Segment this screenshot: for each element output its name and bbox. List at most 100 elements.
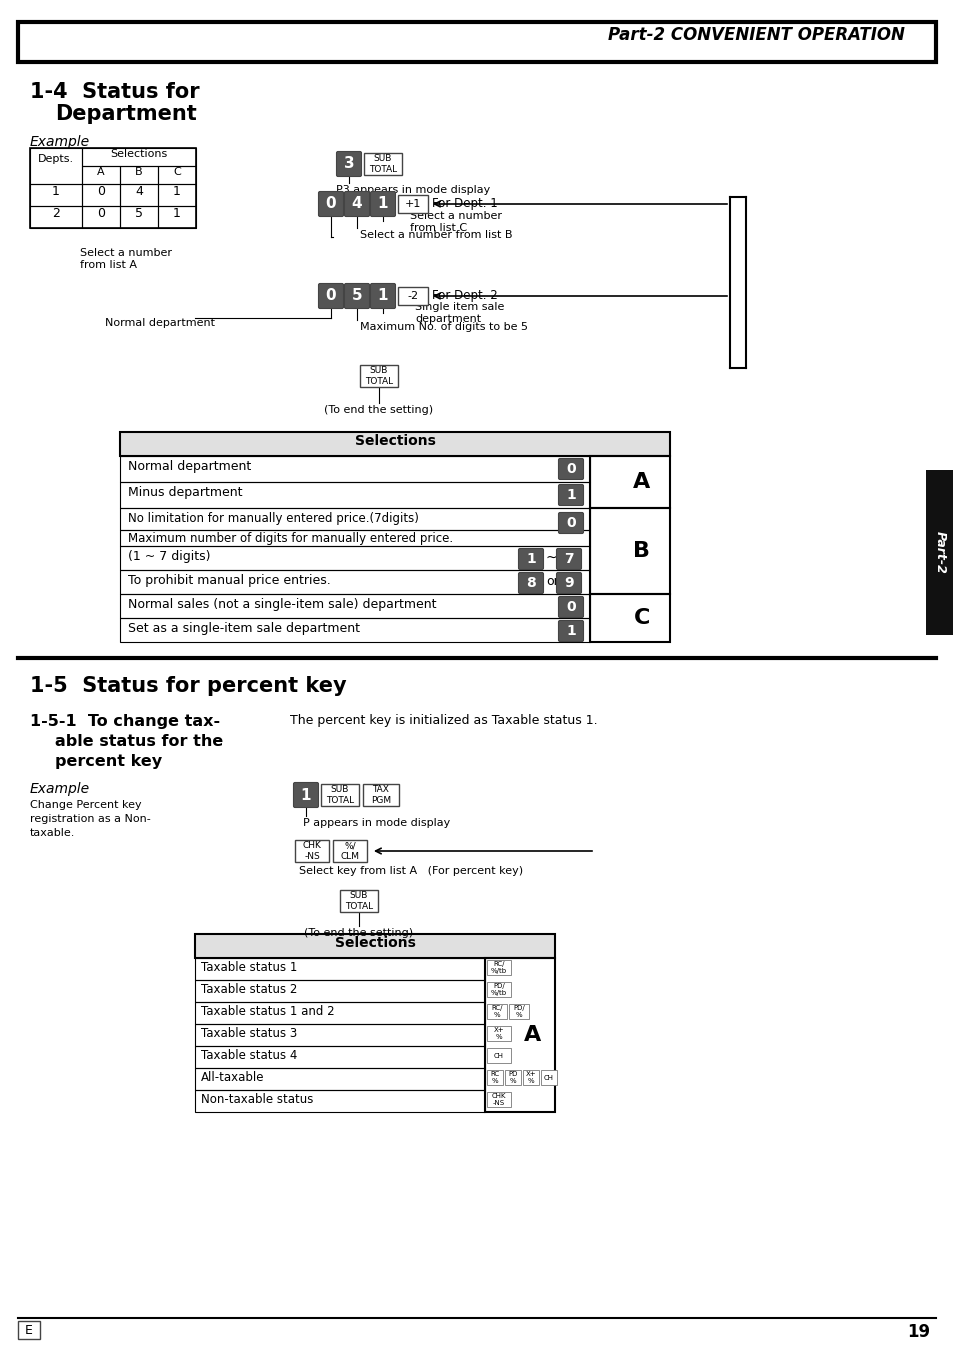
Text: PD/
%/tb: PD/ %/tb	[491, 983, 507, 996]
Bar	[925, 470, 953, 634]
Text: 5: 5	[352, 289, 362, 304]
Text: Maximum No. of digits to be 5: Maximum No. of digits to be 5	[359, 323, 527, 332]
Text: 1: 1	[525, 552, 536, 566]
Bar	[589, 594, 669, 643]
Text: 0: 0	[565, 516, 576, 531]
Bar	[486, 1071, 502, 1085]
Text: A: A	[524, 1025, 541, 1045]
Text: Taxable status 1: Taxable status 1	[201, 961, 297, 973]
Text: %/
CLM: %/ CLM	[340, 841, 359, 861]
Text: 1: 1	[172, 185, 181, 198]
Bar	[120, 594, 589, 618]
Text: CHK
-NS: CHK -NS	[302, 841, 321, 861]
Bar	[509, 1004, 529, 1019]
Text: 1: 1	[377, 197, 388, 212]
Text: able status for the: able status for the	[55, 734, 223, 749]
Bar	[158, 184, 195, 207]
Bar	[158, 166, 195, 184]
Text: SUB
TOTAL: SUB TOTAL	[326, 786, 354, 805]
Text: B: B	[135, 167, 143, 177]
FancyBboxPatch shape	[558, 513, 583, 533]
Text: For Dept. 2: For Dept. 2	[432, 289, 497, 302]
Text: (To end the setting): (To end the setting)	[304, 927, 414, 938]
FancyBboxPatch shape	[556, 572, 581, 594]
Bar	[486, 1004, 506, 1019]
Bar	[194, 958, 484, 980]
Text: SUB
TOTAL: SUB TOTAL	[345, 891, 373, 911]
Text: SUB
TOTAL: SUB TOTAL	[369, 154, 396, 174]
Bar	[18, 1322, 40, 1339]
Text: Select a number
from list C: Select a number from list C	[410, 211, 501, 232]
Bar	[486, 981, 511, 998]
Bar	[82, 184, 120, 207]
Bar	[522, 1071, 538, 1085]
Bar	[194, 1025, 484, 1046]
Bar	[359, 364, 397, 387]
Text: 4: 4	[135, 185, 143, 198]
Bar	[82, 148, 195, 166]
Text: RC
%: RC %	[490, 1071, 499, 1084]
Bar	[120, 184, 158, 207]
Text: Single item sale
department: Single item sale department	[415, 302, 504, 324]
Bar	[484, 958, 555, 1112]
Text: registration as a Non-: registration as a Non-	[30, 814, 151, 824]
Bar	[120, 531, 589, 545]
Bar	[18, 22, 935, 62]
Text: 1: 1	[377, 289, 388, 304]
Bar	[30, 207, 82, 228]
Text: 19: 19	[906, 1323, 929, 1341]
Text: 1: 1	[300, 787, 311, 802]
Bar	[363, 784, 398, 806]
Bar	[589, 456, 669, 508]
Text: 1: 1	[52, 185, 60, 198]
Text: Taxable status 4: Taxable status 4	[201, 1049, 297, 1062]
Text: Minus department: Minus department	[128, 486, 242, 500]
Text: taxable.: taxable.	[30, 828, 75, 838]
Text: For Dept. 1: For Dept. 1	[432, 197, 497, 211]
Bar	[120, 508, 589, 531]
Text: Select a number
from list A: Select a number from list A	[80, 248, 172, 270]
Bar	[120, 570, 589, 594]
Bar	[397, 194, 428, 213]
Bar	[486, 960, 511, 975]
Text: ~: ~	[545, 551, 558, 566]
FancyBboxPatch shape	[318, 192, 343, 216]
Bar	[30, 148, 195, 228]
Bar	[194, 1068, 484, 1089]
Text: A: A	[633, 472, 650, 491]
Text: Taxable status 1 and 2: Taxable status 1 and 2	[201, 1004, 335, 1018]
Bar	[120, 545, 589, 570]
Bar	[120, 618, 589, 643]
Bar	[486, 1048, 511, 1062]
Text: 1-5  Status for percent key: 1-5 Status for percent key	[30, 676, 346, 697]
Text: C: C	[633, 608, 650, 628]
Text: (To end the setting): (To end the setting)	[324, 405, 433, 414]
Text: Select a number from list B: Select a number from list B	[359, 230, 512, 240]
Bar	[82, 207, 120, 228]
Text: Part-2: Part-2	[933, 531, 945, 574]
Bar	[194, 1002, 484, 1025]
FancyBboxPatch shape	[518, 572, 543, 594]
Bar	[120, 482, 589, 508]
Text: Set as a single-item sale department: Set as a single-item sale department	[128, 622, 359, 634]
Text: Taxable status 2: Taxable status 2	[201, 983, 297, 996]
Text: No limitation for manually entered price.(7digits): No limitation for manually entered price…	[128, 512, 418, 525]
Bar	[320, 784, 358, 806]
Text: 4: 4	[352, 197, 362, 212]
Bar	[486, 1026, 511, 1041]
Bar	[333, 840, 367, 863]
Text: CHK
-NS: CHK -NS	[491, 1094, 506, 1106]
Bar	[339, 890, 377, 913]
Text: 5: 5	[135, 207, 143, 220]
Text: To prohibit manual price entries.: To prohibit manual price entries.	[128, 574, 331, 587]
Text: 1: 1	[565, 487, 576, 502]
Text: TAX
PGM: TAX PGM	[371, 786, 391, 805]
Text: Select key from list A   (For percent key): Select key from list A (For percent key)	[298, 865, 522, 876]
Text: All-taxable: All-taxable	[201, 1071, 264, 1084]
Bar	[158, 207, 195, 228]
Text: 9: 9	[563, 576, 573, 590]
Bar	[364, 153, 401, 176]
Text: RC/
%: RC/ %	[491, 1004, 502, 1018]
Text: 3: 3	[343, 157, 354, 171]
FancyBboxPatch shape	[336, 151, 361, 177]
